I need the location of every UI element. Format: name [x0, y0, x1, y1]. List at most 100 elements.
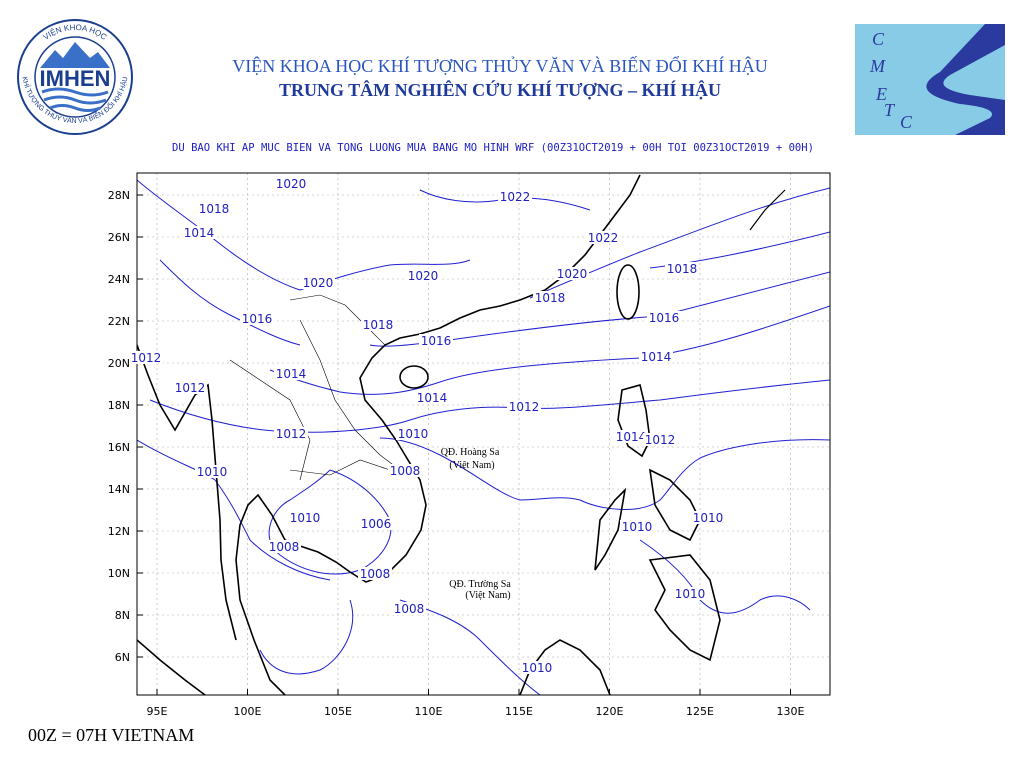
map-content [137, 174, 830, 695]
isobar-label-bg [274, 177, 308, 190]
isobar-label-bg [586, 231, 620, 244]
isobar-label: 1018 [535, 291, 566, 305]
isobar-label-bg [643, 433, 677, 446]
lat-tick-label: 20N [108, 357, 130, 370]
isobar-label: 1016 [242, 312, 273, 326]
isobar-label: 1012 [645, 433, 676, 447]
isobar-label: 1018 [667, 262, 698, 276]
cmetc-letter: T [884, 100, 896, 120]
lat-tick-label: 10N [108, 567, 130, 580]
isobar-label: 1010 [522, 661, 553, 675]
map-labels: 95E 100E 105E 110E 115E 120E 125E 130E 28N 26N 24N… [108, 177, 805, 718]
coastlines [137, 174, 786, 695]
isobar-label: 1008 [269, 540, 300, 554]
isobar-label: 1022 [500, 190, 531, 204]
lon-tick-label: 120E [596, 705, 624, 718]
lon-tick-label: 115E [505, 705, 533, 718]
place-label: QĐ. Trường Sa [449, 579, 511, 590]
isobar-label: 1008 [390, 464, 421, 478]
isobar-label-bg [267, 540, 301, 553]
isobar-label: 1006 [361, 517, 392, 531]
isobar-label-bg [195, 465, 229, 478]
grid [137, 173, 830, 695]
isobar-label-bg [665, 262, 699, 275]
isobar-label-bg [406, 269, 440, 282]
lat-tick-label: 8N [115, 609, 130, 622]
cmetc-letter: M [869, 56, 886, 76]
lon-tick-label: 95E [147, 705, 168, 718]
institute-title: VIỆN KHOA HỌC KHÍ TƯỢNG THỦY VĂN VÀ BIẾN… [232, 55, 767, 76]
borders [229, 294, 401, 481]
isobar-label: 1012 [175, 381, 206, 395]
lat-tick-label: 6N [115, 651, 130, 664]
place-label: (Việt Nam) [449, 460, 494, 471]
isobar-label-bg [620, 520, 654, 533]
isobar-label-bg [396, 427, 430, 440]
isobar-label-bg [647, 311, 681, 324]
map-title: DU BAO KHI AP MUC BIEN VA TONG LUONG MUA… [172, 141, 814, 154]
isobar-label: 1018 [363, 318, 394, 332]
isobar-label: 1012 [509, 400, 540, 414]
footer-note: 00Z = 07H VIETNAM [28, 725, 194, 745]
cmetc-letter: C [900, 112, 913, 132]
map-frame-bg [137, 173, 830, 695]
isobar-label-bg [288, 511, 322, 524]
map-frame [136, 172, 831, 696]
isobar-label: 1014 [417, 391, 448, 405]
isobar-label-bg [507, 400, 541, 413]
isobar-label-bg [358, 567, 392, 580]
isobar-label-bg [392, 602, 426, 615]
logo-name: IMHEN [40, 66, 111, 91]
isobar-label: 1020 [408, 269, 439, 283]
lon-tick-label: 100E [234, 705, 262, 718]
isobar-label: 1008 [360, 567, 391, 581]
lat-tick-label: 22N [108, 315, 130, 328]
isobar-label-bg [361, 318, 395, 331]
isobar-label: 1022 [588, 231, 619, 245]
isobar-label-bg [173, 381, 207, 394]
isobar-label: 1012 [276, 427, 307, 441]
place-label: QĐ. Hoàng Sa [441, 447, 500, 458]
isobar-label: 1008 [394, 602, 425, 616]
isobar-label: 1016 [649, 311, 680, 325]
isobar-label: 1010 [675, 587, 706, 601]
isobar-label: 1012 [131, 351, 162, 365]
isobar-label: 1014 [184, 226, 215, 240]
isobar-label: 1010 [290, 511, 321, 525]
isobar-label: 1014 [276, 367, 307, 381]
isobar-label-bg [639, 350, 673, 363]
place-label: (Việt Nam) [465, 590, 510, 601]
isobar-label-bg [274, 427, 308, 440]
isobar-label: 1010 [398, 427, 429, 441]
lat-tick-label: 16N [108, 441, 130, 454]
isobar-label: 1018 [199, 202, 230, 216]
lon-tick-label: 110E [415, 705, 443, 718]
isobar-label: 1020 [557, 267, 588, 281]
isobar-label-bg [691, 511, 725, 524]
isobar-label: 1014 [616, 430, 647, 444]
isobar-label: 1020 [276, 177, 307, 191]
lat-tick-label: 28N [108, 189, 130, 202]
isobar-label: 1010 [693, 511, 724, 525]
cmetc-letter: C [872, 29, 885, 49]
lat-tick-label: 26N [108, 231, 130, 244]
isobar-label: 1010 [197, 465, 228, 479]
lat-tick-label: 12N [108, 525, 130, 538]
isobar-label: 1016 [421, 334, 452, 348]
cmetc-letter: E [875, 84, 887, 104]
imhen-logo: IMHEN VIỆN KHOA HỌC KHÍ TƯỢNG THỦY VĂN V… [17, 19, 133, 135]
isobar-label-bg [240, 312, 274, 325]
isobar-label-bg [274, 367, 308, 380]
lon-tick-label: 105E [324, 705, 352, 718]
isobar-label-bg [129, 351, 163, 364]
isobar-label-bg [614, 430, 648, 443]
isobar-label-bg [673, 587, 707, 600]
isobar-label-bg [555, 267, 589, 280]
lat-tick-label: 14N [108, 483, 130, 496]
isobar-label-bg [197, 202, 231, 215]
lon-tick-label: 130E [777, 705, 805, 718]
isobar-label-bg [415, 391, 449, 404]
